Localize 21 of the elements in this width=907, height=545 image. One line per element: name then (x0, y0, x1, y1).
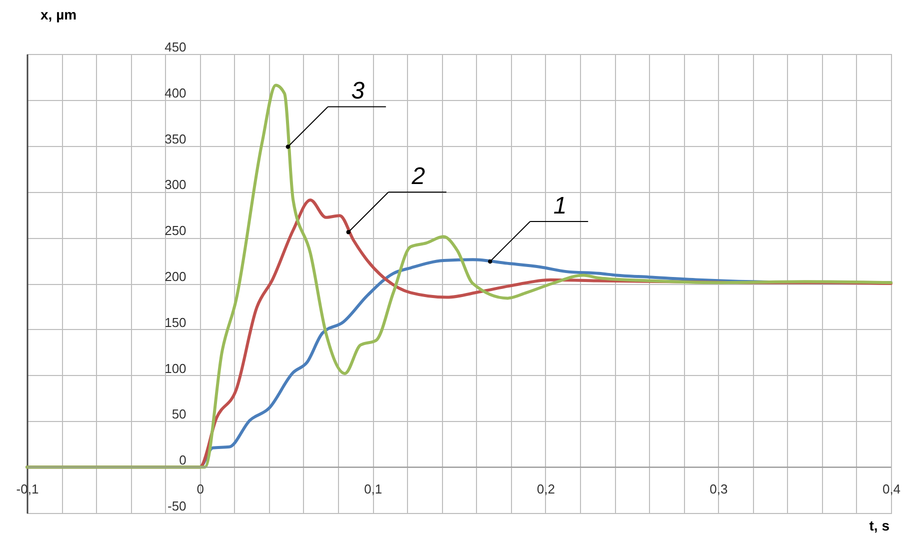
y-tick-label: 350 (164, 131, 186, 146)
x-tick-label: 0,1 (364, 482, 382, 496)
x-tick-label: 0 (196, 482, 204, 496)
annotation: 3 (351, 78, 366, 105)
y-tick-label: 450 (164, 40, 186, 54)
y-tick-label: 0 (179, 452, 186, 468)
x-axis-title: t, s (869, 518, 890, 534)
x-tick-label: 0,3 (710, 482, 728, 496)
y-tick-label: 100 (164, 360, 186, 376)
x-tick-label: 0,4 (882, 482, 901, 496)
y-tick-label: 400 (164, 85, 186, 100)
annotation: 1 (553, 192, 567, 220)
y-tick-label: 300 (164, 177, 186, 192)
y-tick-label: 50 (172, 406, 186, 422)
y-tick-label: 200 (164, 269, 186, 284)
y-tick-label: -50 (168, 498, 186, 514)
y-tick-label: 150 (164, 314, 186, 330)
x-tick-label: 0,2 (536, 482, 555, 496)
y-axis-title: x, µm (40, 6, 77, 22)
annotation: 2 (410, 163, 426, 190)
y-tick-label: 250 (164, 223, 186, 238)
